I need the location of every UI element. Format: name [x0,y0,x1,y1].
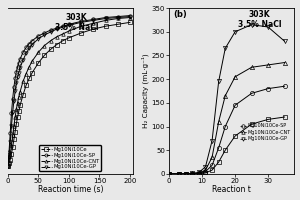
Legend: Mg10Ni10Ce, Mg10Ni10Ce-SP, Mg10Ni10Ce-CNT, Mg10Ni10Ce-GP: Mg10Ni10Ce, Mg10Ni10Ce-SP, Mg10Ni10Ce-CN… [39,145,101,171]
Y-axis label: H₂ Capacity (mL·g⁻¹): H₂ Capacity (mL·g⁻¹) [141,54,149,128]
Text: 303K
3.5% NaCl: 303K 3.5% NaCl [238,10,281,29]
X-axis label: Reaction time (s): Reaction time (s) [38,185,103,194]
Text: (b): (b) [173,10,187,19]
Text: 303K
3.5% NaCl: 303K 3.5% NaCl [55,13,98,32]
Legend: Mg10Ni10Ce-SP, Mg10Ni10Ce-CNT, Mg10Ni10Ce-GP: Mg10Ni10Ce-SP, Mg10Ni10Ce-CNT, Mg10Ni10C… [238,122,292,142]
X-axis label: Reaction t: Reaction t [212,185,251,194]
